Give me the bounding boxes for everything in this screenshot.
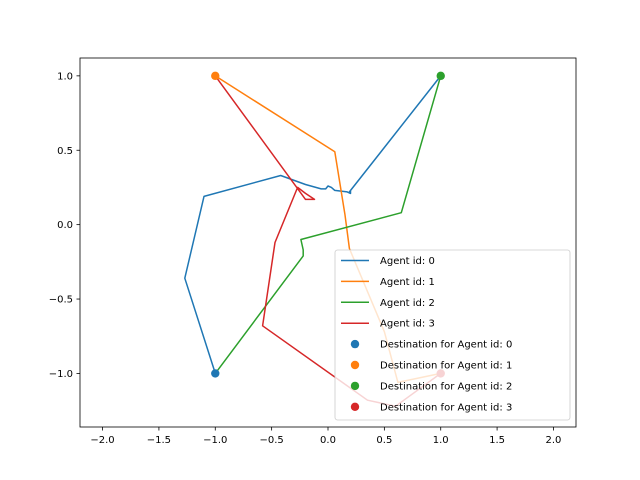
series-line-agent-0 — [184, 75, 442, 374]
x-axis-ticks: −2.0 −1.5 −1.0 −0.5 0.0 0.5 1.0 1.5 2.0 — [90, 427, 561, 446]
legend-label: Destination for Agent id: 0 — [380, 340, 512, 351]
x-tick-label: −1.5 — [147, 435, 171, 446]
legend-label: Agent id: 1 — [380, 277, 435, 288]
legend-box — [334, 249, 571, 421]
destination-marker-agent-2 — [436, 71, 445, 81]
x-tick-label: 0.5 — [376, 435, 392, 446]
legend-label: Agent id: 2 — [380, 298, 435, 309]
legend-marker-swatch — [350, 402, 360, 411]
legend: Agent id: 0 Agent id: 1 Agent id: 2 Agent i… — [334, 249, 571, 421]
legend-marker-swatch — [350, 381, 360, 391]
x-tick-label: −1.0 — [203, 435, 227, 446]
legend-label: Agent id: 3 — [380, 319, 435, 330]
y-tick-label: 1.0 — [57, 71, 73, 82]
destination-marker-agent-1 — [211, 71, 220, 81]
series-layer — [184, 75, 442, 407]
legend-marker-swatch — [350, 360, 360, 370]
y-tick-label: 0.5 — [57, 146, 73, 157]
x-tick-label: 1.5 — [489, 435, 505, 446]
y-tick-label: 0.0 — [57, 220, 73, 231]
x-tick-label: 0.0 — [320, 435, 336, 446]
legend-label: Destination for Agent id: 3 — [380, 402, 512, 413]
destination-marker-agent-0 — [211, 369, 220, 378]
y-tick-label: −1.0 — [49, 369, 73, 380]
x-tick-label: 2.0 — [546, 435, 562, 446]
y-tick-label: −0.5 — [49, 295, 73, 306]
x-tick-label: 1.0 — [433, 435, 449, 446]
legend-label: Destination for Agent id: 2 — [380, 381, 512, 392]
x-tick-label: −0.5 — [259, 435, 283, 446]
x-tick-label: −2.0 — [90, 435, 114, 446]
legend-label: Destination for Agent id: 1 — [380, 361, 512, 372]
y-axis-ticks: −1.0 −0.5 0.0 0.5 1.0 — [49, 71, 80, 380]
legend-label: Agent id: 0 — [380, 256, 435, 267]
series-line-agent-2 — [214, 75, 442, 374]
legend-marker-swatch — [350, 339, 360, 349]
